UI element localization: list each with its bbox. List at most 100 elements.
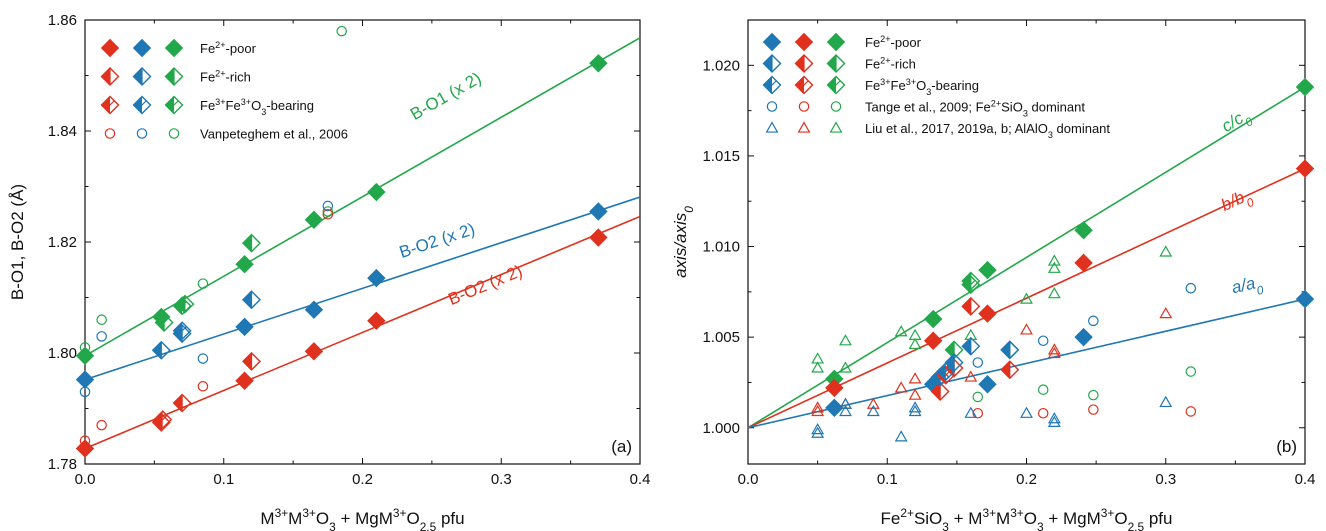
legend-marker-outline: [826, 75, 846, 95]
data-point: [197, 381, 209, 392]
legend-entry-label: Fe2+-poor: [865, 34, 922, 50]
text-part: 3: [1048, 130, 1053, 140]
data-point: [1295, 289, 1315, 309]
text-part: 3: [1023, 109, 1028, 119]
text-part: 2+: [215, 69, 225, 79]
text-part: 0: [1244, 195, 1256, 211]
legend-marker-fill: [165, 96, 174, 114]
data-point-fill: [931, 383, 941, 401]
series-green-circle-open: [972, 366, 1197, 403]
fit-line-red: [84, 215, 641, 450]
x-tick-label: 0.4: [630, 471, 651, 488]
legend-marker: [100, 67, 120, 86]
data-point: [322, 200, 334, 212]
text-part: 3+: [1101, 506, 1115, 520]
y-tick-label: 1.86: [48, 12, 77, 29]
data-point: [153, 410, 173, 430]
legend-marker: [132, 95, 152, 115]
data-point: [1185, 366, 1197, 377]
data-point: [79, 386, 91, 398]
legend-marker-divider: [105, 100, 115, 110]
data-point: [978, 260, 997, 280]
chart-panel-a: 0.0 0.1 0.2 0.3 0.41.781.801.821.841.86M3+M3…: [8, 12, 650, 531]
legend-entry-label: Tange et al., 2009; Fe2+SiO3 dominant: [865, 99, 1085, 119]
data-point: [197, 353, 209, 364]
text-part: Fe: [865, 35, 880, 50]
series-red-diamond-filled: [75, 228, 608, 458]
data-point-fill: [173, 297, 183, 315]
legend-entry-label: Fe2+-poor: [200, 40, 257, 56]
series-green-diamond-filled: [825, 77, 1315, 389]
data-point: [1020, 323, 1033, 335]
data-point: [839, 404, 852, 417]
legend-marker-outline: [132, 95, 152, 115]
data-point: [235, 254, 254, 274]
data-point: [242, 290, 261, 310]
text-part: 3: [329, 520, 336, 531]
text-part: Fe: [891, 78, 906, 93]
data-point-fill: [962, 337, 971, 355]
data-point: [1037, 384, 1049, 395]
x-tick-label: 0.2: [352, 471, 373, 488]
text-part: Liu et al., 2017, 2019a, b; AlAlO: [865, 121, 1048, 136]
data-point: [242, 233, 261, 253]
series-blue-diamond-filled: [75, 202, 608, 389]
data-point: [1088, 404, 1099, 415]
legend-entry-label: Fe3+Fe3+O3-bearing: [200, 97, 314, 117]
data-point: [908, 401, 922, 413]
legend-marker: [794, 32, 814, 52]
data-point: [866, 404, 880, 417]
data-point: [151, 340, 171, 360]
data-point: [75, 346, 95, 365]
panel-label: (b): [1276, 437, 1297, 456]
data-point-fill: [945, 354, 955, 372]
series-green-triangle-open: [811, 245, 1173, 373]
data-point: [75, 370, 95, 389]
data-point: [839, 334, 852, 346]
legend-marker-fill: [827, 55, 836, 72]
data-point: [1047, 346, 1061, 359]
data-point-outline: [172, 321, 192, 341]
data-point: [1047, 254, 1061, 266]
data-point-fill: [173, 394, 183, 412]
legend-marker: [794, 75, 814, 95]
text-part: pfu: [1144, 509, 1172, 528]
data-point: [964, 370, 978, 382]
text-part: 3+: [302, 506, 316, 520]
text-part: O: [251, 98, 261, 113]
fit-line-blue: [84, 196, 641, 381]
text-part: M: [260, 509, 274, 528]
series-red-triangle-open: [811, 306, 1173, 417]
legend-marker-fill: [827, 76, 836, 94]
y-tick-label: 1.000: [702, 420, 740, 437]
text-part: Fe: [226, 98, 241, 113]
data-point: [908, 372, 922, 384]
data-point: [811, 426, 825, 438]
legend-marker: [762, 32, 782, 52]
text-part: pfu: [436, 509, 464, 528]
data-point: [839, 397, 852, 409]
data-point: [79, 342, 91, 353]
text-part: Å: [8, 189, 27, 201]
text-part: Fe: [200, 70, 215, 85]
data-point: [1088, 389, 1099, 401]
data-point: [961, 275, 981, 295]
fit-label-green: c/c0: [1218, 105, 1256, 141]
text-part: Fe: [200, 41, 215, 56]
data-point: [589, 202, 608, 221]
text-part: + MgM: [1044, 509, 1101, 528]
x-axis-title: M3+M3+O3 + MgM3+O2.5 pfu: [260, 506, 464, 531]
data-point: [96, 419, 107, 431]
data-point-fill: [152, 341, 162, 359]
data-point: [1074, 327, 1093, 347]
text-part: 2.5: [420, 520, 437, 531]
data-point-fill: [962, 297, 971, 315]
x-axis-title: Fe2+SiO3 + M3+M3+O3 + MgM3+O2.5 pfu: [881, 506, 1173, 531]
data-point: [964, 406, 978, 418]
data-point: [1047, 412, 1061, 424]
y-tick-label: 1.020: [702, 57, 740, 74]
data-point-fill: [937, 363, 946, 381]
data-point-outline: [936, 362, 956, 382]
legend: Fe2+-poorFe2+-richFe3+Fe3+O3-bearingVanp…: [100, 38, 348, 142]
data-point: [1159, 245, 1173, 257]
